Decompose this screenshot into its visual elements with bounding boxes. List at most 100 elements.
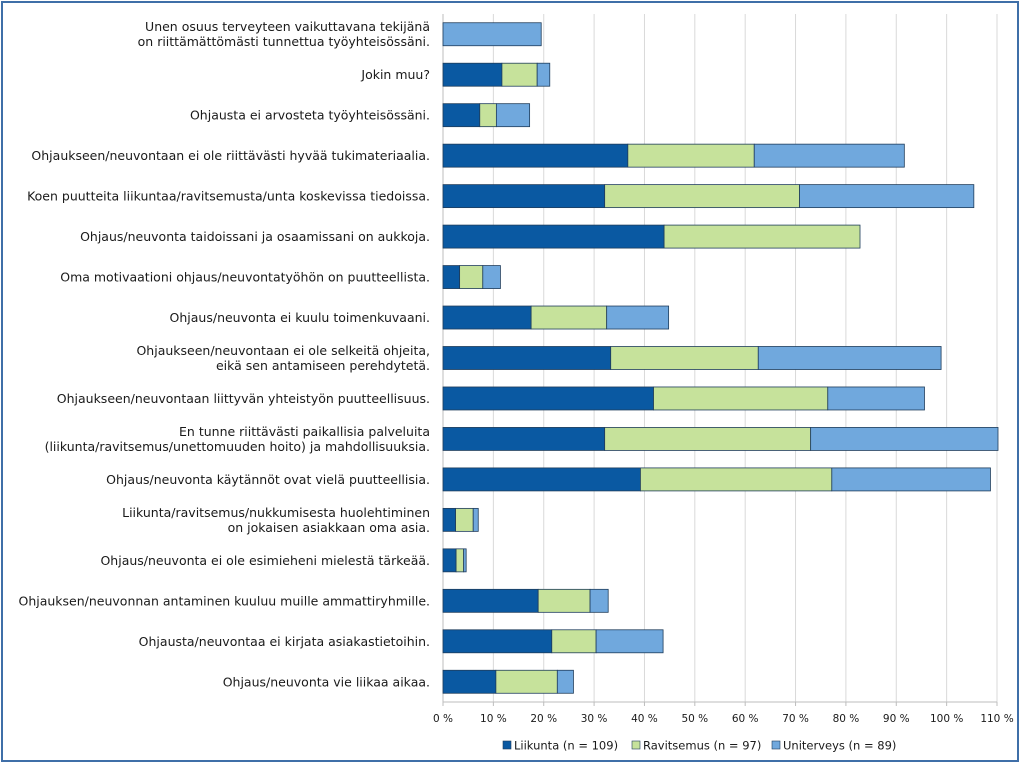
x-tick-label: 0 % (433, 713, 453, 725)
bar-segment-liikunta (442, 265, 461, 289)
bar-segment-liikunta (442, 629, 553, 654)
bar-segment-uniterveys (799, 184, 975, 209)
category-label: Oma motivaationi ohjaus/neuvontatyöhön o… (60, 270, 430, 285)
bar-segment-ravitsemus (479, 103, 497, 128)
bar-segment-liikunta (442, 184, 606, 209)
legend: Liikunta (n = 109) Ravitsemus (n = 97) Uni… (502, 739, 896, 753)
category-label: Koen puutteita liikuntaa/ravitsemusta/un… (27, 189, 430, 204)
category-label-line: Ohjaus/neuvonta taidoissani ja osaamissa… (80, 229, 430, 244)
x-tick-label: 60 % (732, 713, 759, 725)
category-label: Unen osuus terveyteen vaikuttavana tekij… (138, 19, 430, 49)
bar-segment-uniterveys (753, 143, 905, 168)
x-tick-label: 20 % (530, 713, 557, 725)
bar-segment-uniterveys (482, 265, 501, 289)
bar-segment-liikunta (442, 143, 629, 168)
category-label-line: Ohjaukseen/neuvontaan ei ole riittävästi… (31, 148, 430, 163)
bar-segment-ravitsemus (495, 669, 558, 694)
bar-segment-uniterveys (463, 548, 467, 573)
bar-segment-ravitsemus (459, 265, 484, 289)
category-label: Ohjaukseen/neuvontaan ei ole riittävästi… (31, 148, 430, 163)
category-labels: Unen osuus terveyteen vaikuttavana tekij… (18, 19, 430, 689)
bar-segment-liikunta (442, 588, 539, 613)
bar-segment-liikunta (442, 386, 654, 411)
bar-segment-ravitsemus (501, 62, 538, 87)
legend-swatch (771, 740, 781, 750)
category-label: Ohjaus/neuvonta ei kuulu toimenkuvaani. (170, 310, 430, 325)
x-tick-label: 100 % (930, 713, 963, 725)
category-label-line: Ohjausta ei arvosteta työyhteisössäni. (190, 108, 430, 123)
bar-segment-uniterveys (595, 629, 664, 654)
bar-segment-uniterveys (556, 669, 574, 694)
legend-label: Liikunta (n = 109) (514, 739, 618, 753)
bar-segment-liikunta (442, 103, 481, 128)
category-label-line: Ohjaus/neuvonta ei kuulu toimenkuvaani. (170, 310, 430, 325)
bar-segment-uniterveys (472, 507, 479, 532)
category-label-line: Koen puutteita liikuntaa/ravitsemusta/un… (27, 189, 430, 204)
bar-segment-uniterveys (757, 346, 942, 370)
bar-segment-ravitsemus (455, 507, 474, 532)
bar-segment-ravitsemus (604, 427, 812, 451)
category-label: Ohjausta/neuvontaa ei kirjata asiakastie… (139, 634, 430, 649)
category-label: Jokin muu? (360, 67, 430, 82)
bar-segment-uniterveys (589, 588, 609, 613)
bar-segment-ravitsemus (610, 346, 759, 370)
bar-segment-uniterveys (442, 22, 542, 47)
bar-segment-uniterveys (606, 305, 670, 330)
bar-segment-ravitsemus (653, 386, 829, 411)
category-label-line: Ohjaus/neuvonta käytännöt ovat vielä puu… (106, 472, 430, 487)
category-label-line: Unen osuus terveyteen vaikuttavana tekij… (145, 19, 430, 34)
legend-swatch (502, 740, 512, 750)
bar-segment-liikunta (442, 548, 457, 573)
category-label: Ohjaus/neuvonta taidoissani ja osaamissa… (80, 229, 430, 244)
bar-segment-liikunta (442, 62, 503, 87)
category-label-line: Ohjaus/neuvonta vie liikaa aikaa. (223, 674, 430, 689)
x-tick-label: 80 % (833, 713, 860, 725)
category-label: Ohjaus/neuvonta ei ole esimieheni mieles… (100, 553, 430, 568)
x-axis-ticks: 0 % 10 % 20 % 30 % 40 % 50 % 60 % 70 % 80 % 90 % 1… (433, 702, 1014, 725)
bar-segment-liikunta (442, 305, 532, 330)
category-label-line: (liikunta/ravitsemus/unettomuuden hoito)… (45, 439, 430, 454)
category-label: Ohjaukseen/neuvontaan liittyvän yhteisty… (57, 391, 430, 406)
bar-segment-uniterveys (827, 386, 925, 411)
bars (442, 22, 999, 694)
category-label-line: Ohjaukseen/neuvontaan liittyvän yhteisty… (57, 391, 430, 406)
category-label-line: Ohjausta/neuvontaa ei kirjata asiakastie… (139, 634, 430, 649)
x-tick-label: 90 % (883, 713, 910, 725)
bar-segment-liikunta (442, 346, 612, 370)
bar-segment-uniterveys (810, 427, 999, 451)
category-label-line: Ohjaus/neuvonta ei ole esimieheni mieles… (100, 553, 430, 568)
category-label-line: Ohjaukseen/neuvontaan ei ole selkeitä oh… (136, 343, 430, 358)
legend-label: Uniterveys (n = 89) (783, 739, 896, 753)
category-label: Ohjaukseen/neuvontaan ei ole selkeitä oh… (136, 343, 430, 373)
category-label: Ohjauksen/neuvonnan antaminen kuuluu mui… (18, 593, 430, 608)
bar-segment-liikunta (442, 669, 497, 694)
category-label-line: Oma motivaationi ohjaus/neuvontatyöhön o… (60, 270, 430, 285)
bar-segment-ravitsemus (604, 184, 800, 209)
bar-segment-uniterveys (495, 103, 531, 128)
category-label: Ohjaus/neuvonta vie liikaa aikaa. (223, 674, 430, 689)
bar-segment-ravitsemus (455, 548, 465, 573)
x-tick-label: 70 % (782, 713, 809, 725)
bar-segment-ravitsemus (640, 467, 833, 492)
bar-segment-ravitsemus (551, 629, 597, 654)
bar-segment-ravitsemus (663, 224, 861, 249)
category-label-line: Liikunta/ravitsemus/nukkumisesta huoleht… (122, 505, 430, 520)
bar-segment-uniterveys (831, 467, 991, 492)
bar-segment-uniterveys (536, 62, 551, 87)
legend-swatch (631, 740, 641, 750)
category-label: Liikunta/ravitsemus/nukkumisesta huoleht… (122, 505, 430, 535)
category-label-line: on jokaisen asiakkaan oma asia. (228, 520, 430, 535)
category-label-line: Jokin muu? (360, 67, 430, 82)
category-label-line: eikä sen antamiseen perehdytetä. (216, 358, 430, 373)
bar-segment-ravitsemus (537, 588, 591, 613)
category-label: Ohjausta ei arvosteta työyhteisössäni. (190, 108, 430, 123)
bar-segment-ravitsemus (627, 143, 755, 168)
category-label: En tunne riittävästi paikallisia palvelu… (45, 424, 430, 454)
bar-segment-liikunta (442, 467, 641, 492)
x-tick-label: 30 % (581, 713, 608, 725)
bar-segment-ravitsemus (530, 305, 608, 330)
bar-segment-liikunta (442, 507, 456, 532)
x-tick-label: 40 % (631, 713, 658, 725)
category-label-line: Ohjauksen/neuvonnan antaminen kuuluu mui… (18, 593, 430, 608)
bar-segment-liikunta (442, 224, 665, 249)
